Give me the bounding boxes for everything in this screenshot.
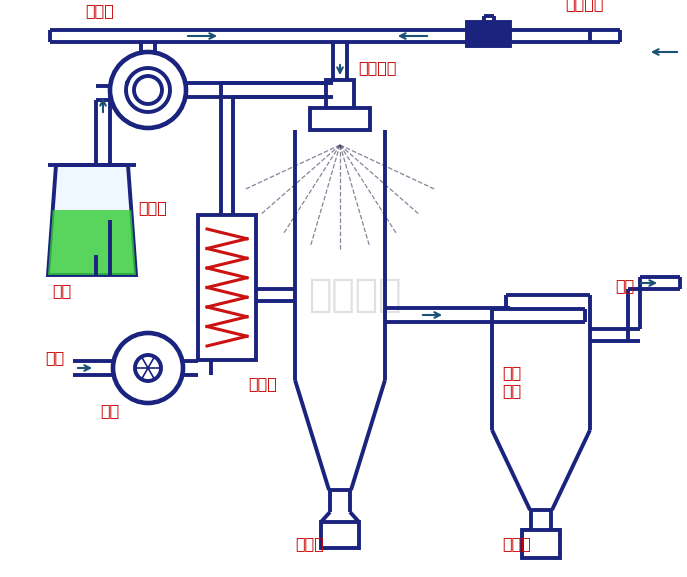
Polygon shape: [48, 210, 136, 275]
Bar: [310, 108, 370, 130]
Bar: [326, 80, 354, 108]
Bar: [198, 215, 256, 360]
Circle shape: [110, 52, 186, 128]
Bar: [321, 522, 359, 548]
Circle shape: [135, 355, 161, 381]
Text: 进料泵: 进料泵: [85, 3, 114, 18]
Text: 尾气: 尾气: [615, 278, 634, 293]
Text: 压缩空气: 压缩空气: [565, 0, 603, 11]
Text: 原料: 原料: [52, 283, 71, 298]
Text: 加热器: 加热器: [138, 200, 167, 215]
Text: 上海欧蒙: 上海欧蒙: [308, 276, 402, 314]
Text: 雾化喷头: 雾化喷头: [358, 60, 396, 75]
Text: 干燥瓶: 干燥瓶: [248, 376, 277, 391]
Text: 风机: 风机: [100, 403, 120, 418]
Polygon shape: [48, 165, 136, 275]
Circle shape: [134, 76, 162, 104]
Text: 旋风
分离: 旋风 分离: [502, 366, 521, 398]
Text: 收料瓶: 收料瓶: [502, 536, 531, 551]
Bar: [522, 530, 560, 558]
Text: 收料瓶: 收料瓶: [295, 536, 324, 551]
Circle shape: [113, 333, 183, 403]
Text: 空气: 空气: [45, 350, 65, 365]
Bar: [467, 22, 510, 46]
